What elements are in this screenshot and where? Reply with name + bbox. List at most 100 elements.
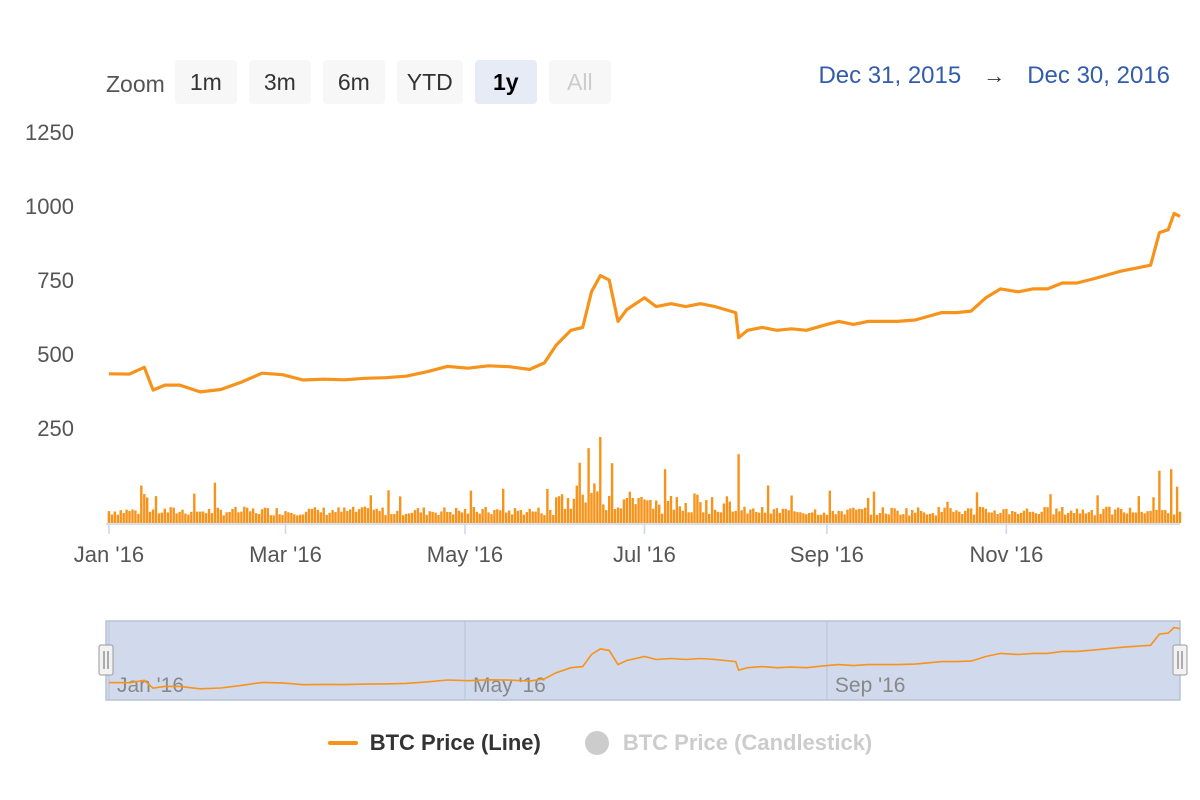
volume-bar (1172, 514, 1176, 523)
volume-bar (304, 511, 308, 523)
volume-bar (781, 508, 784, 523)
volume-bar (328, 512, 331, 523)
volume-bar (1022, 510, 1026, 523)
volume-bar (201, 511, 205, 523)
volume-bar (475, 511, 478, 523)
volume-bar (705, 500, 708, 523)
volume-bar (925, 514, 929, 523)
volume-bar (455, 507, 458, 523)
volume-bar (196, 511, 199, 523)
volume-bar (1072, 513, 1076, 523)
volume-bar (1131, 512, 1135, 523)
volume-bar (472, 507, 475, 523)
volume-bar (484, 506, 487, 523)
volume-bar (637, 498, 640, 523)
volume-bar (884, 513, 887, 523)
navigator[interactable]: Jan '16 May '16 Sep '16 (98, 620, 1188, 701)
volume-bar (693, 493, 696, 523)
volume-bar (1052, 514, 1055, 523)
volume-bar (313, 507, 317, 523)
volume-bar (543, 515, 546, 523)
zoom-3m-button[interactable]: 3m (248, 60, 311, 104)
volume-bar (1034, 513, 1037, 523)
volume-bar (563, 509, 567, 523)
volume-bar (1152, 497, 1155, 523)
volume-bar (249, 511, 252, 523)
range-to-input[interactable]: Dec 30, 2016 (1027, 62, 1170, 89)
volume-bar (663, 469, 667, 523)
x-tick-label: Jan '16 (74, 542, 144, 567)
volume-bar (731, 511, 734, 523)
volume-bar (964, 510, 967, 523)
date-range: Dec 31, 2015 → Dec 30, 2016 (818, 62, 1170, 90)
legend-label-candlestick: BTC Price (Candlestick) (622, 730, 873, 755)
volume-bar (413, 510, 417, 523)
volume-bar (858, 508, 861, 523)
volume-bar (428, 511, 431, 523)
volume-bar (746, 513, 749, 523)
volume-bar (134, 510, 137, 523)
volume-bar (961, 514, 964, 523)
volume-bar (369, 495, 372, 523)
volume-bar (866, 497, 870, 523)
volume-bar (575, 485, 578, 523)
volume-bar (437, 515, 440, 523)
volume-bar (610, 463, 614, 523)
volume-bar (166, 512, 169, 523)
zoom-ytd-button[interactable]: YTD (396, 60, 463, 104)
volume-bar (404, 513, 408, 523)
volume-bar (1061, 507, 1064, 523)
volume-bar (1040, 511, 1043, 523)
navigator-left-handle[interactable] (98, 644, 114, 676)
volume-bar (587, 448, 590, 523)
navigator-right-handle[interactable] (1172, 644, 1188, 676)
zoom-bar: Zoom 1m 3m 6m YTD 1y All (106, 60, 623, 104)
volume-bar (505, 512, 508, 523)
volume-bar (572, 498, 576, 523)
volume-bar (231, 508, 234, 523)
volume-bar (1058, 511, 1061, 523)
volume-bar (154, 496, 158, 523)
volume-bar (755, 512, 758, 523)
legend-item-line[interactable]: BTC Price (Line) (327, 730, 541, 756)
legend-item-candlestick[interactable]: BTC Price (Candlestick) (584, 730, 873, 756)
volume-bar (331, 510, 334, 523)
range-from-input[interactable]: Dec 31, 2015 (818, 62, 962, 89)
volume-bar (843, 514, 846, 523)
zoom-1m-button[interactable]: 1m (174, 60, 237, 104)
volume-bar (1043, 507, 1046, 523)
volume-bar (796, 512, 799, 523)
volume-bar (266, 508, 269, 523)
volume-bar (410, 512, 414, 523)
volume-bar (207, 508, 211, 523)
volume-bar (943, 507, 946, 523)
x-tick-label: Mar '16 (249, 542, 322, 567)
volume-bar (722, 503, 726, 523)
volume-bar (1084, 513, 1087, 523)
x-tick-label: Nov '16 (969, 542, 1043, 567)
hidden-series-dot-icon (584, 731, 609, 755)
volume-bar (769, 513, 773, 523)
volume-bar (425, 514, 428, 523)
volume-bar (761, 507, 764, 523)
volume-bar (940, 511, 943, 523)
volume-bar (337, 507, 340, 523)
zoom-6m-button[interactable]: 6m (322, 60, 385, 104)
volume-bar (625, 498, 628, 523)
volume-bar (911, 510, 914, 523)
volume-bar (346, 511, 349, 523)
x-tick-label: May '16 (427, 542, 503, 567)
volume-bar (510, 514, 514, 523)
y-tick-label: 750 (37, 268, 74, 293)
volume-bar (240, 511, 243, 523)
volume-bar (478, 513, 481, 523)
volume-bar (310, 508, 314, 523)
volume-bar (1025, 508, 1029, 523)
volume-bar (828, 490, 831, 523)
volume-bar (725, 496, 729, 523)
volume-bar (1122, 512, 1126, 523)
volume-bar (958, 511, 961, 523)
zoom-1y-button[interactable]: 1y (474, 60, 537, 104)
volume-bar (1037, 514, 1040, 523)
volume-bar (566, 498, 570, 523)
